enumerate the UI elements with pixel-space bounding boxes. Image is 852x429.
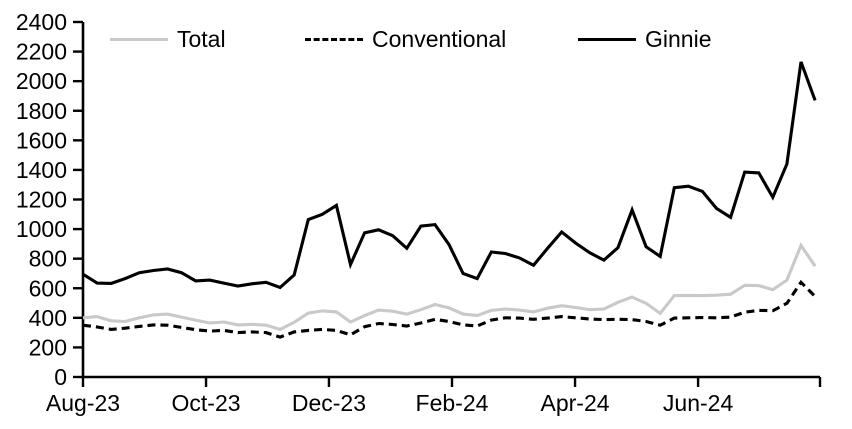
x-axis-label: Dec-23	[292, 390, 366, 416]
x-axis-label: Oct-23	[172, 390, 241, 416]
y-axis-label: 1200	[16, 187, 67, 213]
y-axis-label: 1400	[16, 157, 67, 183]
y-axis-label: 2000	[16, 68, 67, 94]
x-axis-label: Jun-24	[663, 390, 734, 416]
y-axis-label: 0	[54, 364, 67, 390]
x-axis-label: Aug-23	[46, 390, 120, 416]
y-axis-label: 800	[29, 246, 67, 272]
x-axis-label: Apr-24	[541, 390, 610, 416]
y-axis-label: 600	[29, 275, 67, 301]
y-axis-label: 2200	[16, 39, 67, 65]
series-line-conventional	[82, 279, 817, 339]
series-line-ginnie	[82, 61, 817, 290]
y-axis-label: 2400	[16, 9, 67, 35]
y-axis-label: 1800	[16, 98, 67, 124]
y-axis-label: 1600	[16, 127, 67, 153]
y-axis-label: 400	[29, 305, 67, 331]
y-axis-label: 1000	[16, 216, 67, 242]
axes	[81, 22, 820, 379]
x-axis-label: Feb-24	[416, 390, 489, 416]
y-axis-label: 200	[29, 334, 67, 360]
series-line-total	[82, 242, 817, 332]
